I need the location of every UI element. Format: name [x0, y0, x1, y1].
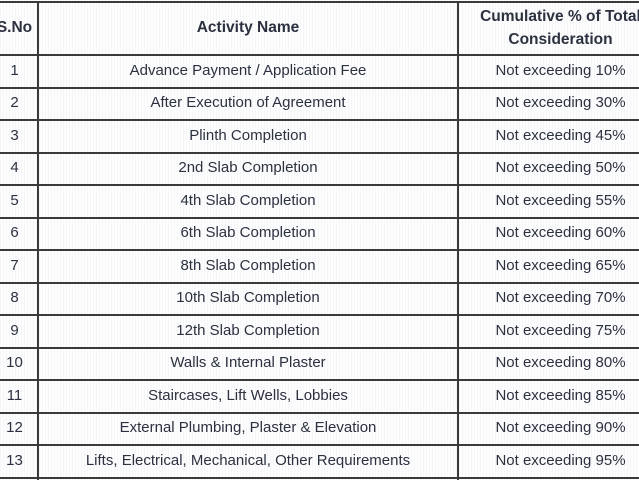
cell-activity-name: 4th Slab Completion: [37, 184, 459, 219]
table-row: 6 6th Slab Completion Not exceeding 60%: [0, 216, 639, 251]
header-sno: S.No: [0, 1, 39, 56]
cell-sno: 5: [0, 184, 39, 219]
table-row: 9 12th Slab Completion Not exceeding 75%: [0, 314, 639, 349]
cell-cumulative-percent: Not exceeding 50%: [457, 151, 639, 186]
cell-activity-name: After Execution of Agreement: [37, 86, 459, 121]
cell-sno: 12: [0, 411, 39, 446]
cell-cumulative-percent: Not exceeding 30%: [457, 86, 639, 121]
cell-activity-name: Walls & Internal Plaster: [37, 346, 459, 381]
cell-cumulative-percent: Not exceeding 85%: [457, 379, 639, 414]
table-row: 2 After Execution of Agreement Not exceedi…: [0, 86, 639, 121]
table-row: 7 8th Slab Completion Not exceeding 65%: [0, 249, 639, 284]
cell-activity-name: Possession: [37, 476, 459, 480]
cell-cumulative-percent: Not exceeding 70%: [457, 281, 639, 316]
cell-activity-name: Lifts, Electrical, Mechanical, Other Req…: [37, 444, 459, 479]
cell-sno: 9: [0, 314, 39, 349]
cell-sno: 6: [0, 216, 39, 251]
cell-cumulative-percent: Not exceeding 75%: [457, 314, 639, 349]
table-row: 5 4th Slab Completion Not exceeding 55%: [0, 184, 639, 219]
cell-cumulative-percent: Not exceeding 80%: [457, 346, 639, 381]
table-row: 13 Lifts, Electrical, Mechanical, Other R…: [0, 444, 639, 479]
table-row: 3 Plinth Completion Not exceeding 45%: [0, 119, 639, 154]
header-activity-name: Activity Name: [37, 1, 459, 56]
cell-cumulative-percent: Not exceeding 45%: [457, 119, 639, 154]
table-header-row: S.No Activity Name Cumulative % of Total…: [0, 1, 639, 56]
cell-sno: 2: [0, 86, 39, 121]
cell-sno: 10: [0, 346, 39, 381]
cell-cumulative-percent: Not exceeding 10%: [457, 54, 639, 89]
table-row: 1 Advance Payment / Application Fee Not ex…: [0, 54, 639, 89]
cell-activity-name: Advance Payment / Application Fee: [37, 54, 459, 89]
table-row: 8 10th Slab Completion Not exceeding 70%: [0, 281, 639, 316]
cell-sno: 14: [0, 476, 39, 480]
table-row: 10 Walls & Internal Plaster Not exceeding …: [0, 346, 639, 381]
cell-cumulative-percent: Balance Amount (100%): [457, 476, 639, 480]
cell-sno: 3: [0, 119, 39, 154]
cell-cumulative-percent: Not exceeding 65%: [457, 249, 639, 284]
cell-cumulative-percent: Not exceeding 55%: [457, 184, 639, 219]
cell-activity-name: 10th Slab Completion: [37, 281, 459, 316]
cell-activity-name: 2nd Slab Completion: [37, 151, 459, 186]
cell-activity-name: 12th Slab Completion: [37, 314, 459, 349]
cell-activity-name: Plinth Completion: [37, 119, 459, 154]
cell-cumulative-percent: Not exceeding 95%: [457, 444, 639, 479]
cell-sno: 7: [0, 249, 39, 284]
header-cumulative-percent: Cumulative % of Total Consideration: [457, 1, 639, 56]
table-row: 12 External Plumbing, Plaster & Elevation…: [0, 411, 639, 446]
cell-activity-name: Staircases, Lift Wells, Lobbies: [37, 379, 459, 414]
cell-sno: 13: [0, 444, 39, 479]
cell-activity-name: 6th Slab Completion: [37, 216, 459, 251]
cell-activity-name: External Plumbing, Plaster & Elevation: [37, 411, 459, 446]
cell-sno: 8: [0, 281, 39, 316]
table-row: 14PossessionBalance Amount (100%): [0, 476, 639, 480]
table-body: 1 Advance Payment / Application Fee Not ex…: [0, 54, 639, 480]
table-row: 4 2nd Slab Completion Not exceeding 50%: [0, 151, 639, 186]
cell-activity-name: 8th Slab Completion: [37, 249, 459, 284]
cell-cumulative-percent: Not exceeding 60%: [457, 216, 639, 251]
cell-sno: 11: [0, 379, 39, 414]
table-row: 11 Staircases, Lift Wells, Lobbies Not exc…: [0, 379, 639, 414]
cell-sno: 4: [0, 151, 39, 186]
cell-cumulative-percent: Not exceeding 90%: [457, 411, 639, 446]
cell-sno: 1: [0, 54, 39, 89]
